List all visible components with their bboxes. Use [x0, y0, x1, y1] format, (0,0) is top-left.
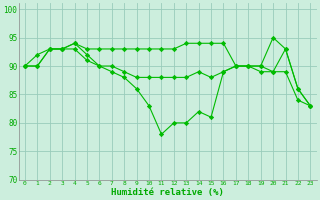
X-axis label: Humidité relative (%): Humidité relative (%): [111, 188, 224, 197]
